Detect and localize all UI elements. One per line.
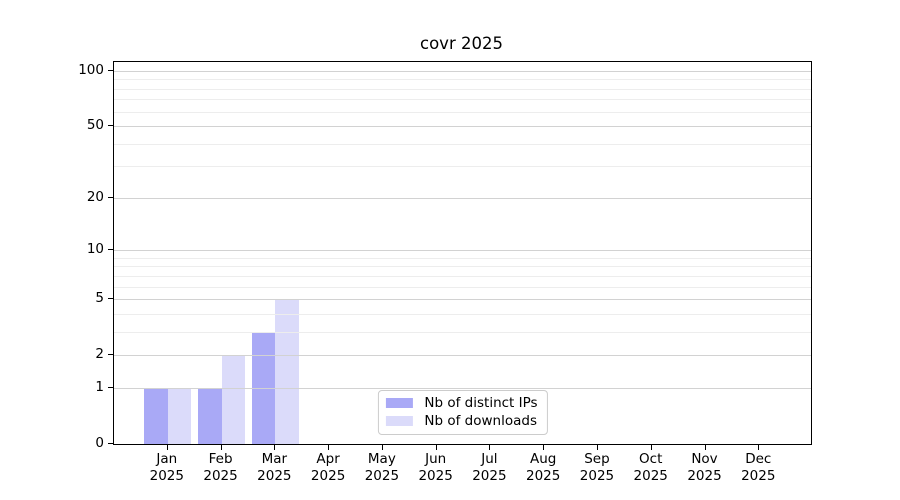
y-tick-mark	[108, 196, 113, 198]
legend-item-distinct-ips: Nb of distinct IPs	[385, 395, 538, 411]
bar-jan-downloads	[167, 387, 192, 444]
x-tick-label-feb: Feb 2025	[203, 451, 238, 484]
y-tick-mark	[108, 298, 113, 300]
x-tick-mark	[704, 445, 706, 450]
y-tick-label: 2	[95, 346, 104, 363]
y-tick-label: 20	[86, 188, 104, 205]
bars-layer	[114, 62, 811, 444]
x-tick-label-sep: Sep 2025	[579, 451, 615, 484]
x-tick-mark	[328, 445, 330, 450]
y-tick-mark	[108, 125, 113, 127]
x-tick-mark	[274, 445, 276, 450]
x-tick-label-aug: Aug 2025	[526, 451, 561, 484]
x-tick-label-apr: Apr 2025	[310, 451, 346, 484]
major-gridline	[114, 250, 811, 252]
x-tick-label-jan: Jan 2025	[149, 451, 184, 484]
x-tick-label-jun: Jun 2025	[418, 451, 453, 484]
bar-feb-distinct-ips	[198, 387, 222, 444]
minor-gridline	[114, 266, 811, 268]
major-gridline	[114, 126, 811, 128]
y-tick-mark	[108, 354, 113, 356]
minor-gridline	[114, 313, 811, 315]
major-gridline	[114, 197, 811, 199]
x-tick-mark	[489, 445, 491, 450]
x-tick-mark	[435, 445, 437, 450]
x-tick-label-mar: Mar 2025	[257, 451, 292, 484]
minor-gridline	[114, 99, 811, 101]
legend-label-downloads: Nb of downloads	[424, 413, 537, 429]
minor-gridline	[114, 79, 811, 81]
x-tick-mark	[220, 445, 222, 450]
x-tick-mark	[166, 445, 168, 450]
minor-gridline	[114, 331, 811, 333]
minor-gridline	[114, 286, 811, 288]
minor-gridline	[114, 257, 811, 259]
minor-gridline	[114, 166, 811, 168]
plot-area: Nb of distinct IPs Nb of downloads	[113, 61, 812, 445]
x-tick-label-may: May 2025	[364, 451, 400, 484]
bar-jan-distinct-ips	[144, 387, 168, 444]
bar-mar-downloads	[275, 299, 299, 444]
y-tick-label: 5	[95, 290, 104, 307]
major-gridline	[114, 387, 811, 389]
legend-swatch-downloads	[385, 416, 413, 426]
x-tick-label-nov: Nov 2025	[687, 451, 722, 484]
minor-gridline	[114, 88, 811, 90]
y-tick-label: 1	[95, 378, 104, 395]
y-tick-label: 10	[86, 241, 104, 258]
major-gridline	[114, 70, 811, 72]
y-tick-label: 50	[86, 117, 104, 134]
y-tick-label: 100	[78, 61, 104, 78]
minor-gridline	[114, 111, 811, 113]
legend-swatch-distinct-ips	[385, 398, 413, 408]
x-tick-label-jul: Jul 2025	[472, 451, 507, 484]
y-tick-mark	[108, 249, 113, 251]
x-tick-label-dec: Dec 2025	[741, 451, 776, 484]
major-gridline	[114, 355, 811, 357]
y-tick-mark	[108, 69, 113, 71]
legend-item-downloads: Nb of downloads	[385, 413, 537, 429]
legend: Nb of distinct IPs Nb of downloads	[377, 390, 548, 435]
x-tick-mark	[650, 445, 652, 450]
bar-feb-downloads	[221, 355, 246, 444]
x-tick-mark	[596, 445, 598, 450]
legend-label-distinct-ips: Nb of distinct IPs	[424, 395, 538, 411]
minor-gridline	[114, 143, 811, 145]
y-tick-mark	[108, 386, 113, 388]
x-tick-mark	[758, 445, 760, 450]
x-tick-mark	[381, 445, 383, 450]
chart-title: covr 2025	[420, 34, 503, 53]
gridlines-layer	[114, 62, 811, 444]
y-tick-mark	[108, 443, 113, 444]
x-tick-mark	[543, 445, 545, 450]
y-tick-label: 0	[95, 435, 104, 451]
minor-gridline	[114, 275, 811, 277]
x-tick-label-oct: Oct 2025	[633, 451, 668, 484]
major-gridline	[114, 299, 811, 301]
